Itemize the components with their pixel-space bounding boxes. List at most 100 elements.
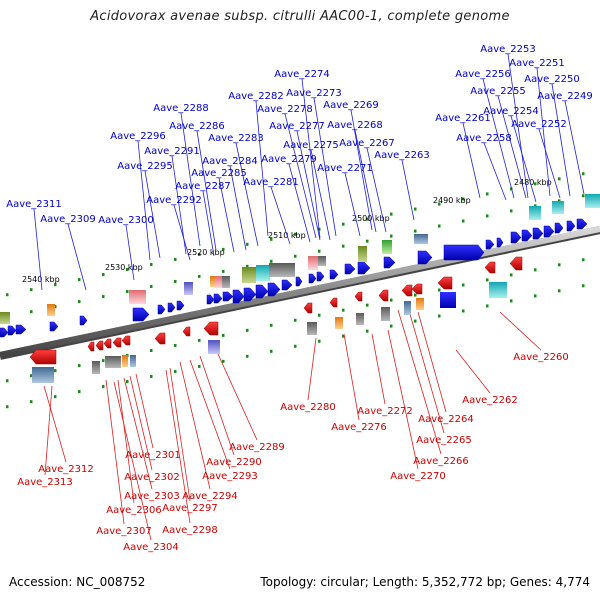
tick-mark	[582, 194, 585, 198]
tick-mark	[174, 369, 177, 373]
forward-gene-arrow	[417, 250, 433, 265]
tick-mark	[414, 293, 417, 297]
tick-mark	[342, 222, 345, 226]
reverse-gene-label: Aave_2290	[206, 457, 262, 468]
tick-mark	[534, 182, 537, 186]
tick-mark	[486, 214, 489, 218]
reverse-gene-arrow	[29, 349, 57, 365]
reverse-gene-label: Aave_2262	[462, 395, 518, 406]
tick-mark	[342, 334, 345, 338]
forward-gene-arrow	[206, 294, 215, 305]
forward-gene-arrow	[554, 222, 564, 234]
leader-line	[417, 311, 447, 413]
leader-line	[343, 333, 360, 421]
forward-gene-arrow	[443, 244, 485, 261]
leader-line	[551, 83, 571, 197]
tick-mark	[222, 359, 225, 363]
tick-mark	[582, 284, 585, 288]
leader-line	[288, 163, 311, 243]
leader-line	[135, 373, 154, 449]
tick-mark	[486, 278, 489, 282]
leader-line	[43, 385, 67, 463]
forward-gene-label: Aave_2284	[202, 156, 258, 167]
tick-mark	[150, 285, 153, 288]
forward-feature	[184, 282, 193, 295]
leader-line	[179, 361, 211, 490]
forward-gene-arrow	[543, 225, 555, 238]
forward-gene-label: Aave_2275	[283, 140, 339, 151]
reverse-gene-arrow	[121, 335, 131, 346]
reverse-feature	[307, 322, 317, 335]
tick-mark	[534, 268, 537, 272]
reverse-gene-arrow	[378, 289, 389, 302]
leader-line	[344, 172, 361, 237]
tick-mark	[486, 192, 489, 196]
reverse-feature	[122, 355, 128, 367]
leader-line	[144, 170, 161, 259]
leader-line	[105, 379, 125, 525]
forward-feature	[552, 201, 564, 214]
leader-line	[67, 223, 87, 291]
reverse-feature	[440, 292, 456, 308]
tick-mark	[126, 290, 129, 294]
forward-gene-arrow	[176, 300, 185, 311]
leader-line	[499, 311, 542, 351]
forward-gene-arrow	[267, 282, 281, 297]
tick-mark	[102, 295, 105, 299]
tick-mark	[30, 310, 33, 314]
tick-mark	[246, 242, 249, 246]
tick-mark	[414, 319, 417, 323]
tick-mark	[102, 359, 105, 363]
forward-gene-label: Aave_2283	[208, 133, 264, 144]
tick-mark	[438, 224, 441, 228]
forward-gene-arrow	[7, 325, 17, 336]
tick-mark	[30, 400, 33, 404]
tick-mark	[198, 274, 201, 278]
tick-mark	[222, 269, 225, 273]
tick-mark	[366, 217, 369, 221]
forward-gene-arrow	[132, 307, 150, 322]
leader-line	[196, 130, 217, 251]
tick-mark	[534, 204, 537, 208]
leader-line	[482, 78, 515, 199]
leader-line	[409, 313, 445, 434]
forward-gene-label: Aave_2300	[98, 215, 154, 226]
tick-mark	[558, 263, 561, 267]
forward-feature	[585, 194, 600, 208]
tick-mark	[54, 283, 57, 287]
leader-line	[310, 149, 331, 241]
reverse-gene-label: Aave_2297	[162, 503, 218, 514]
forward-gene-label: Aave_2256	[455, 69, 511, 80]
forward-gene-arrow	[243, 287, 257, 302]
leader-line	[199, 355, 235, 456]
reverse-feature	[356, 313, 364, 325]
tick-mark	[462, 197, 465, 201]
forward-gene-arrow	[15, 324, 27, 335]
reverse-gene-label: Aave_2294	[182, 491, 238, 502]
forward-feature	[242, 267, 256, 283]
reverse-feature	[208, 340, 220, 354]
tick-mark	[510, 299, 513, 303]
forward-gene-arrow	[232, 289, 245, 304]
leader-line	[137, 140, 151, 261]
reverse-gene-arrow	[112, 337, 122, 348]
tick-mark	[366, 303, 369, 307]
leader-line	[284, 113, 317, 239]
forward-gene-label: Aave_2268	[327, 120, 383, 131]
tick-mark	[174, 279, 177, 283]
tick-mark	[366, 329, 369, 333]
forward-gene-arrow	[357, 261, 371, 275]
tick-mark	[222, 333, 225, 337]
tick-mark	[102, 273, 105, 277]
reverse-gene-arrow	[354, 291, 363, 302]
forward-gene-arrow	[383, 256, 396, 269]
forward-gene-label: Aave_2273	[286, 88, 342, 99]
forward-gene-label: Aave_2282	[228, 91, 284, 102]
tick-mark	[390, 234, 393, 238]
tick-mark	[30, 374, 33, 378]
forward-gene-label: Aave_2281	[243, 177, 299, 188]
forward-gene-label: Aave_2269	[323, 100, 379, 111]
reverse-gene-arrow	[103, 338, 112, 349]
reverse-gene-arrow	[437, 276, 453, 290]
leader-line	[165, 369, 191, 524]
